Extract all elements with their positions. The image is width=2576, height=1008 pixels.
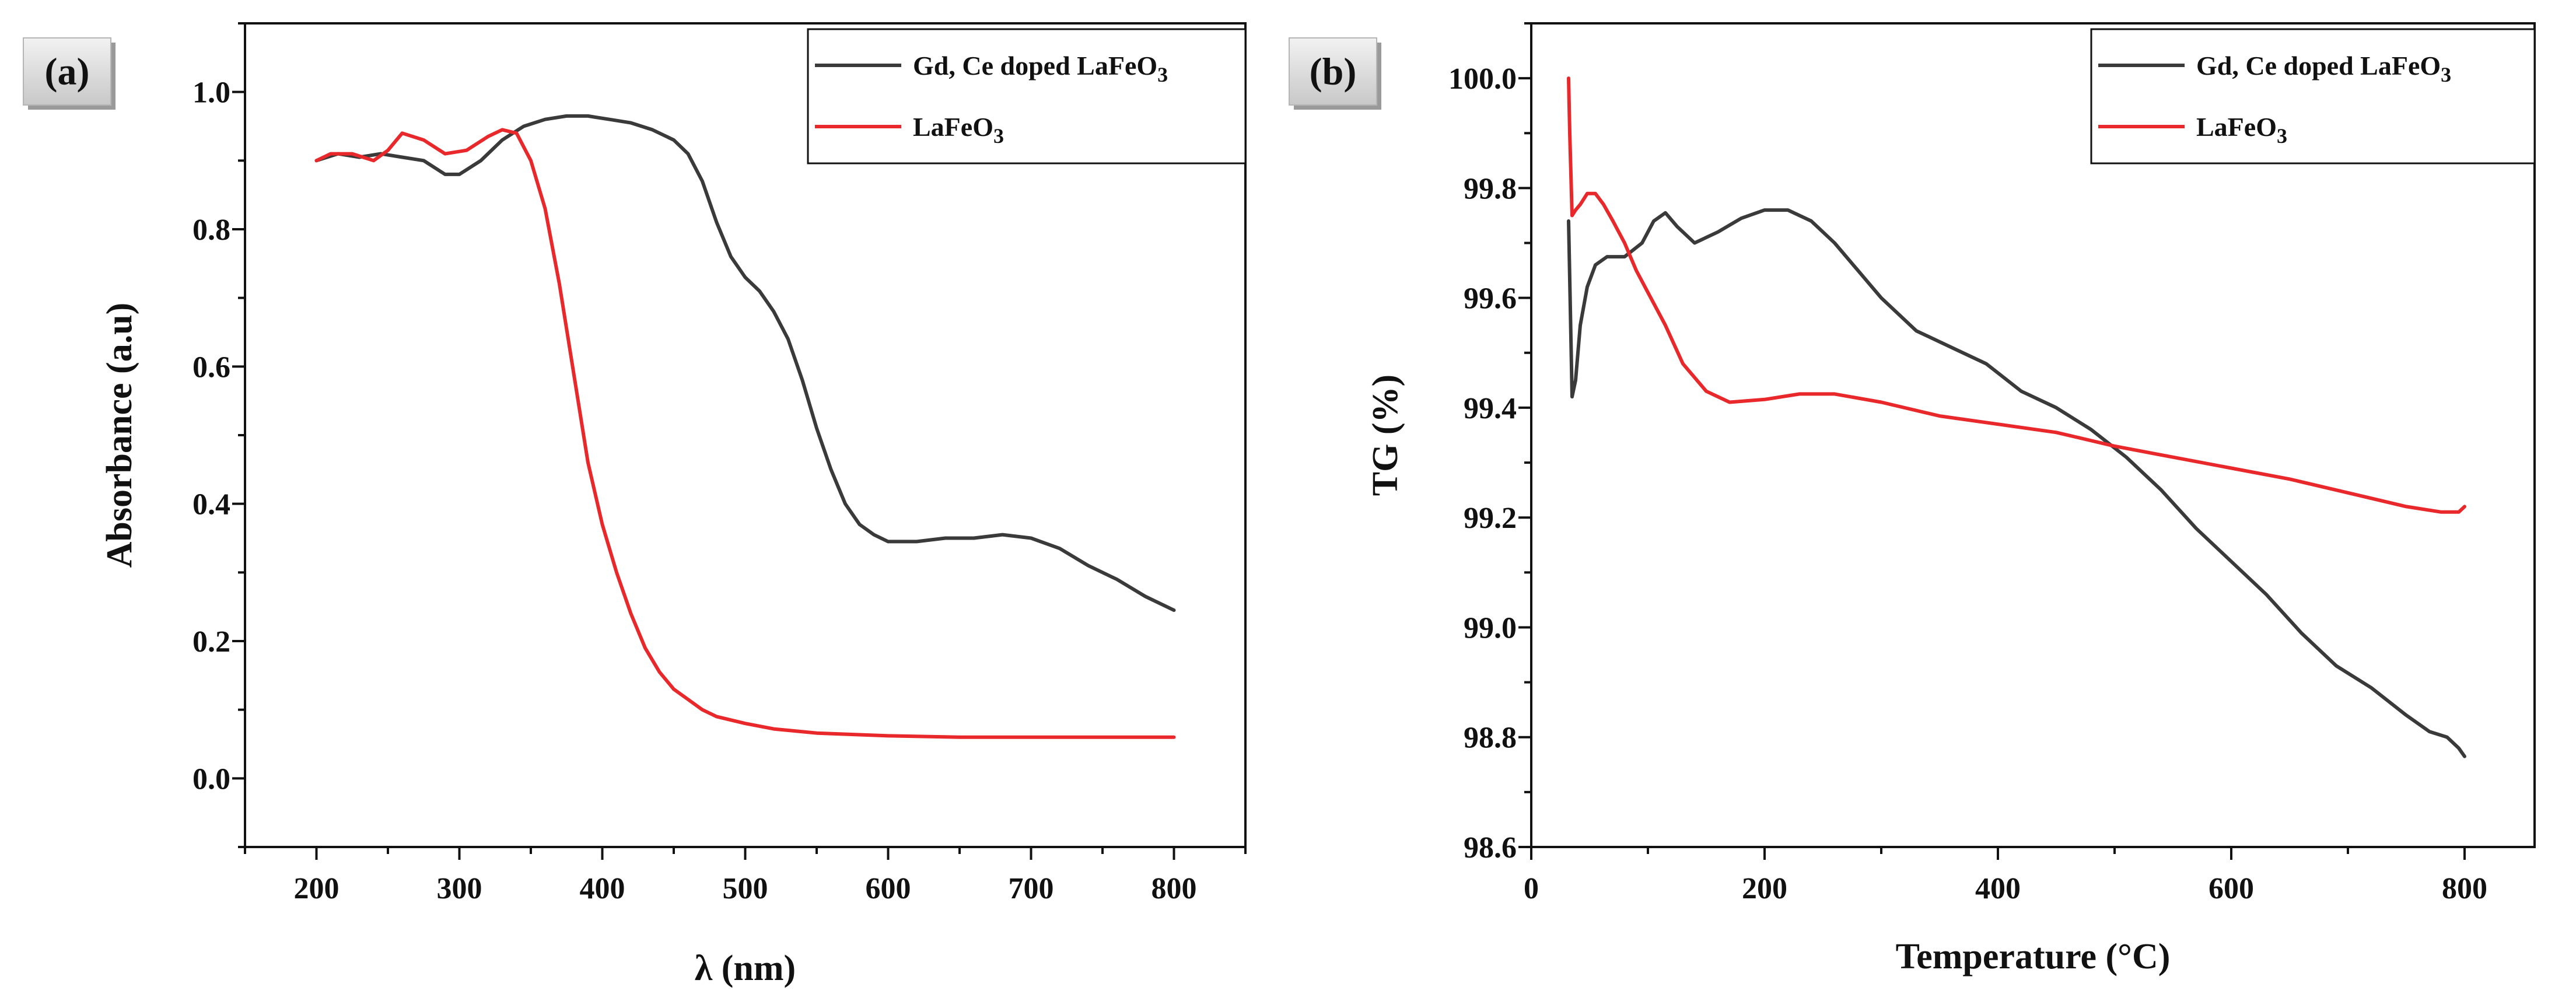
legend-label-1: Gd, Ce doped LaFeO3 [913, 51, 1168, 86]
x-tick-label: 600 [866, 872, 911, 905]
x-tick-label: 400 [1975, 872, 2021, 905]
x-tick-label: 300 [437, 872, 482, 905]
y-tick-label: 99.2 [1464, 502, 1517, 535]
y-tick-label: 100.0 [1448, 62, 1517, 96]
plot-frame [1530, 22, 2536, 848]
x-tick-label: 700 [1009, 872, 1054, 905]
legend-box [2090, 28, 2536, 164]
y-tick-label: 0.6 [192, 351, 230, 384]
x-tick-label: 0 [1524, 872, 1539, 905]
legend: Gd, Ce doped LaFeO3 LaFeO3 [2090, 28, 2536, 164]
y-tick-label: 0.8 [192, 214, 230, 247]
series-line-1 [314, 114, 1176, 612]
x-axis-label: Temperature (°C) [1896, 937, 2171, 977]
series-line-2 [1567, 76, 2466, 514]
x-axis-label: λ (nm) [695, 949, 796, 988]
x-tick-label: 200 [294, 872, 340, 905]
panel-tag: (b) [1289, 37, 1381, 110]
x-tick-label: 200 [1742, 872, 1787, 905]
y-tick-label: 0.4 [192, 488, 230, 522]
x-tick-label: 800 [1152, 872, 1197, 905]
y-axis-label: TG (%) [1366, 374, 1405, 496]
legend-label-2: LaFeO3 [913, 112, 1004, 148]
panel-tag-label: (b) [1310, 51, 1357, 93]
x-tick-label: 600 [2208, 872, 2254, 905]
y-tick-label: 99.0 [1464, 611, 1517, 645]
series-line-2 [314, 128, 1176, 739]
y-tick-label: 98.8 [1464, 722, 1517, 755]
panel-tag-box [1289, 37, 1377, 106]
y-tick-label: 1.0 [192, 76, 230, 110]
legend-label-2: LaFeO3 [2196, 112, 2287, 148]
y-tick-label: 98.6 [1464, 831, 1517, 864]
y-tick-label: 99.8 [1464, 172, 1517, 205]
x-tick-label: 500 [723, 872, 768, 905]
y-tick-label: 0.2 [192, 625, 230, 659]
legend: Gd, Ce doped LaFeO3 LaFeO3 [807, 28, 1247, 164]
series-line-1 [1567, 208, 2466, 758]
panel-tag: (a) [23, 37, 116, 110]
panel-tag-label: (a) [45, 51, 90, 93]
y-axis-label: Absorbance (a.u) [100, 303, 139, 568]
y-tick-label: 0.0 [192, 762, 230, 796]
chart-panel-b: (b) 0 200 400 600 800 98.6 98.8 99.0 99.2 99.4 99.6… [1289, 22, 2536, 977]
chart-panel-a: (a) 200 300 400 500 600 700 800 0.0 0.2 0.4 0.6 0.8 1… [23, 22, 1247, 988]
panel-tag-box [23, 37, 111, 106]
y-tick-label: 99.4 [1464, 392, 1517, 425]
x-tick-label: 400 [580, 872, 625, 905]
y-tick-label: 99.6 [1464, 282, 1517, 316]
x-tick-label: 800 [2442, 872, 2487, 905]
legend-box [807, 28, 1247, 164]
legend-label-1: Gd, Ce doped LaFeO3 [2196, 51, 2451, 86]
